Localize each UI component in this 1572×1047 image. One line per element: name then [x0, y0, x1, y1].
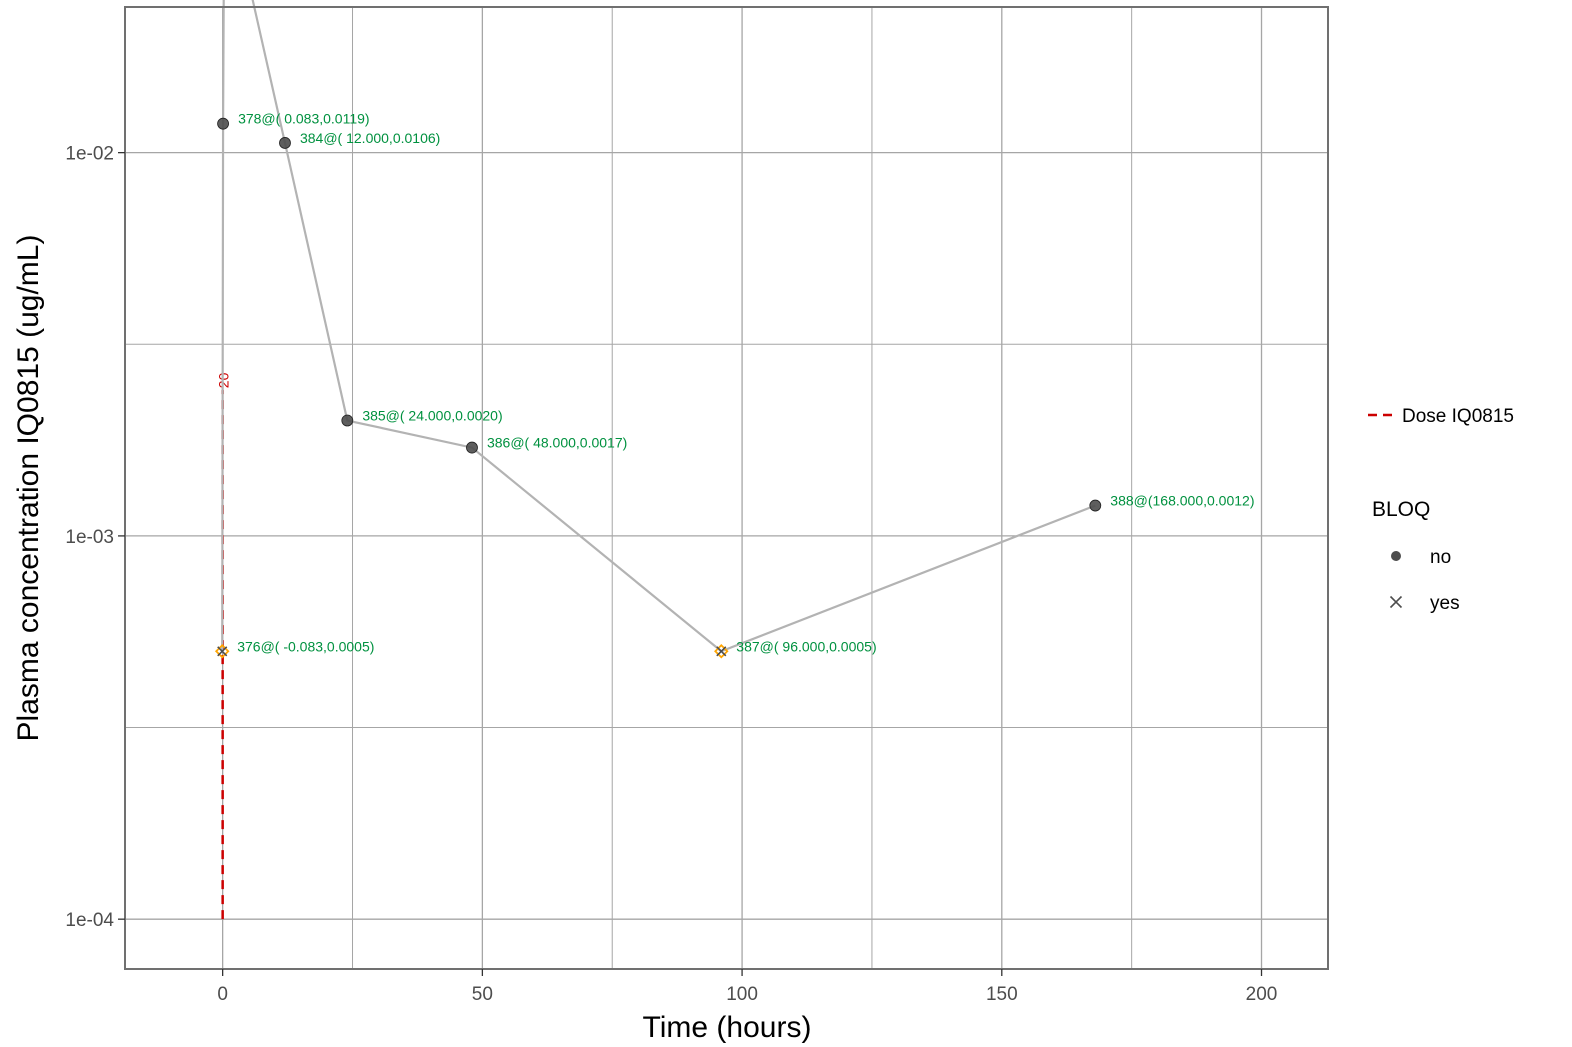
- bloq-highlight-marker: [714, 644, 729, 659]
- legend: Dose IQ0815 BLOQ no yes: [1368, 406, 1514, 614]
- data-point-label: 387@( 96.000,0.0005): [736, 638, 876, 654]
- data-point: [341, 414, 354, 427]
- plot-panel-border: [124, 6, 1329, 970]
- legend-bloq-title: BLOQ: [1372, 498, 1430, 521]
- data-point-label: 376@( -0.083,0.0005): [237, 638, 374, 654]
- data-point-bloq: [716, 646, 727, 657]
- x-tick-label: 100: [726, 984, 758, 1005]
- y-tick-label: 1e-02: [65, 144, 114, 165]
- x-axis-ticks: 0 50 100 150 200: [217, 969, 1277, 1005]
- legend-bloq-yes-key: [1389, 595, 1403, 609]
- data-points: [214, 117, 1102, 659]
- data-point: [466, 441, 478, 454]
- data-point: [217, 117, 229, 130]
- point-labels: 376@( -0.083,0.0005) 378@( 0.083,0.0119) 3…: [237, 111, 1254, 655]
- data-point-label: 385@( 24.000,0.0020): [362, 408, 502, 424]
- data-point-bloq: [217, 646, 228, 657]
- x-tick-label: 50: [472, 984, 493, 1005]
- x-axis-title: Time (hours): [643, 1011, 812, 1044]
- y-tick-label: 1e-04: [65, 910, 114, 931]
- x-tick-label: 0: [217, 984, 228, 1005]
- legend-bloq-no-label: no: [1430, 547, 1451, 568]
- y-tick-label: 1e-03: [65, 527, 114, 548]
- legend-bloq-yes-label: yes: [1430, 593, 1460, 614]
- data-point-label: 378@( 0.083,0.0119): [238, 111, 370, 127]
- bloq-highlight-marker: [214, 644, 230, 659]
- data-point-label: 386@( 48.000,0.0017): [487, 435, 627, 451]
- legend-bloq-no-key: [1391, 551, 1401, 561]
- y-axis-ticks: 1e-04 1e-03 1e-02: [65, 144, 125, 931]
- legend-dose-label: Dose IQ0815: [1402, 406, 1514, 427]
- data-point: [279, 137, 291, 149]
- series-line-layer: [221, 0, 1096, 653]
- y-axis-title: Plasma concentration IQ0815 (ug/mL): [12, 235, 45, 742]
- data-point-label: 388@(168.000,0.0012): [1110, 493, 1254, 509]
- x-tick-label: 150: [986, 984, 1018, 1005]
- data-point-label: 384@( 12.000,0.0106): [300, 130, 440, 146]
- series-line: [221, 0, 1096, 653]
- x-tick-label: 200: [1246, 984, 1278, 1005]
- data-point: [1089, 499, 1102, 512]
